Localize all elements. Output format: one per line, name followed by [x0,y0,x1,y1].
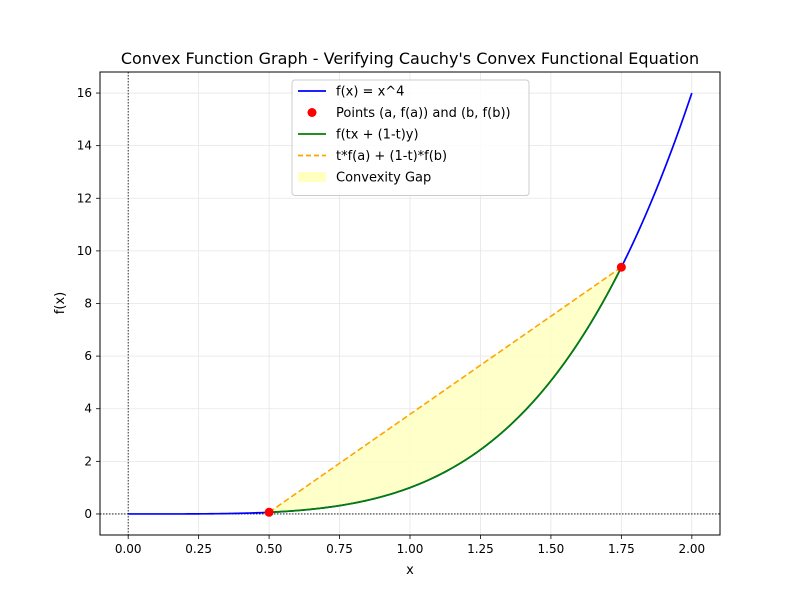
x-tick-label: 1.25 [467,542,494,556]
data-point [616,262,626,272]
x-tick-label: 1.75 [608,542,635,556]
x-tick-label: 0.75 [326,542,353,556]
chart-title: Convex Function Graph - Verifying Cauchy… [121,49,699,68]
x-tick-label: 1.50 [538,542,565,556]
y-tick-label: 8 [84,297,92,311]
y-tick-label: 12 [77,191,92,205]
y-tick-label: 2 [84,454,92,468]
y-tick-label: 6 [84,349,92,363]
y-axis-title: f(x) [53,292,68,314]
x-tick-label: 0.50 [256,542,283,556]
y-tick-label: 4 [84,402,92,416]
y-tick-label: 0 [84,507,92,521]
legend-label: Points (a, f(a)) and (b, f(b)) [336,106,511,121]
legend-swatch [298,172,326,182]
x-tick-label: 2.00 [678,542,705,556]
series-line-1 [269,266,623,514]
legend-swatch [307,108,317,117]
convexity-gap-area [269,267,622,513]
y-tick-label: 16 [77,86,92,100]
convexity-gap-fill [269,267,622,513]
legend-label: t*f(a) + (1-t)*f(b) [336,149,447,164]
x-axis-ticks: 0.00 0.25 0.50 0.75 1.00 1.25 1.50 1.75 2.00 [115,535,705,556]
y-axis-ticks: 0 2 4 6 8 10 12 14 16 [77,86,100,521]
x-tick-label: 0.00 [115,542,142,556]
data-point [264,507,274,517]
legend-label: f(tx + (1-t)y) [336,128,419,143]
x-tick-label: 0.25 [185,542,212,556]
y-tick-label: 14 [77,139,92,153]
scatter-points [264,262,626,517]
legend-label: f(x) = x^4 [336,85,404,100]
series-lines [128,92,693,515]
y-tick-label: 10 [77,244,92,258]
x-axis-title: x [406,563,414,578]
legend-label: Convexity Gap [336,171,431,186]
x-tick-label: 1.00 [397,542,424,556]
legend-box [291,79,530,196]
legend: f(x) = x^4 Points (a, f(a)) and (b, f(b))… [291,79,530,196]
